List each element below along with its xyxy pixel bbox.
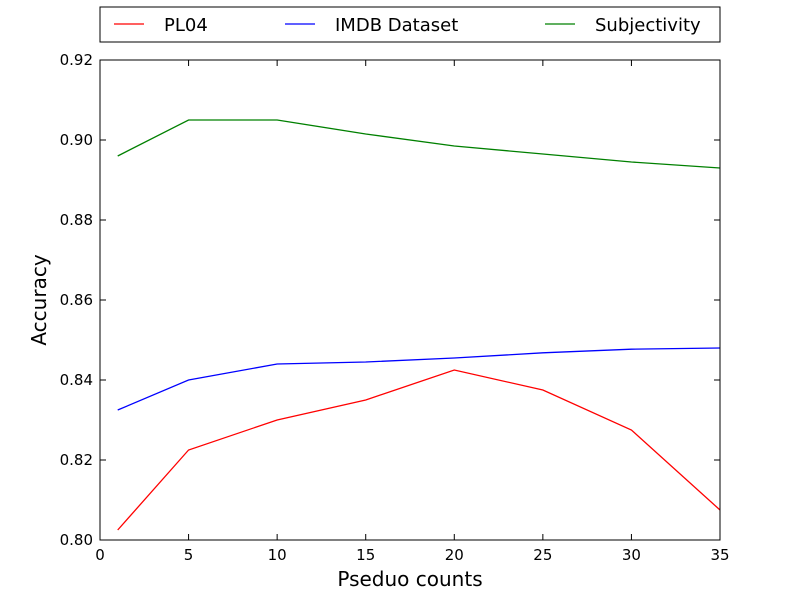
x-tick-label: 5 xyxy=(184,546,194,564)
legend: PL04 IMDB Dataset Subjectivity xyxy=(99,6,721,43)
plot-area: 0 5 10 15 20 25 30 35 0.80 0.82 0.84 0.86 0.88 0.90 0.… xyxy=(60,51,730,564)
series-line-imdb-dataset xyxy=(117,347,721,411)
x-tick-label: 15 xyxy=(356,546,375,564)
x-tick-label: 35 xyxy=(710,546,729,564)
x-tick-label: 20 xyxy=(445,546,464,564)
y-tick-label: 0.80 xyxy=(60,531,93,549)
legend-label-pl04: PL04 xyxy=(164,15,208,36)
y-tick-label: 0.82 xyxy=(60,451,93,469)
x-tick-label: 0 xyxy=(95,546,105,564)
x-tick-label: 30 xyxy=(622,546,641,564)
legend-label-imdb-dataset: IMDB Dataset xyxy=(335,15,458,36)
legend-label-subjectivity: Subjectivity xyxy=(595,15,701,36)
series-line-subjectivity xyxy=(117,119,721,169)
y-tick-label: 0.86 xyxy=(60,291,93,309)
x-tick-label: 10 xyxy=(268,546,287,564)
y-tick-label: 0.90 xyxy=(60,131,93,149)
series-line-pl04 xyxy=(117,369,721,531)
x-tick-label: 25 xyxy=(533,546,552,564)
legend-box xyxy=(99,6,721,43)
plot-frame xyxy=(99,59,721,541)
y-tick-label: 0.84 xyxy=(60,371,93,389)
x-axis-label: Pseduo counts xyxy=(337,567,482,591)
y-tick-label: 0.92 xyxy=(60,51,93,69)
y-tick-label: 0.88 xyxy=(60,211,93,229)
y-axis-label: Accuracy xyxy=(27,254,51,345)
